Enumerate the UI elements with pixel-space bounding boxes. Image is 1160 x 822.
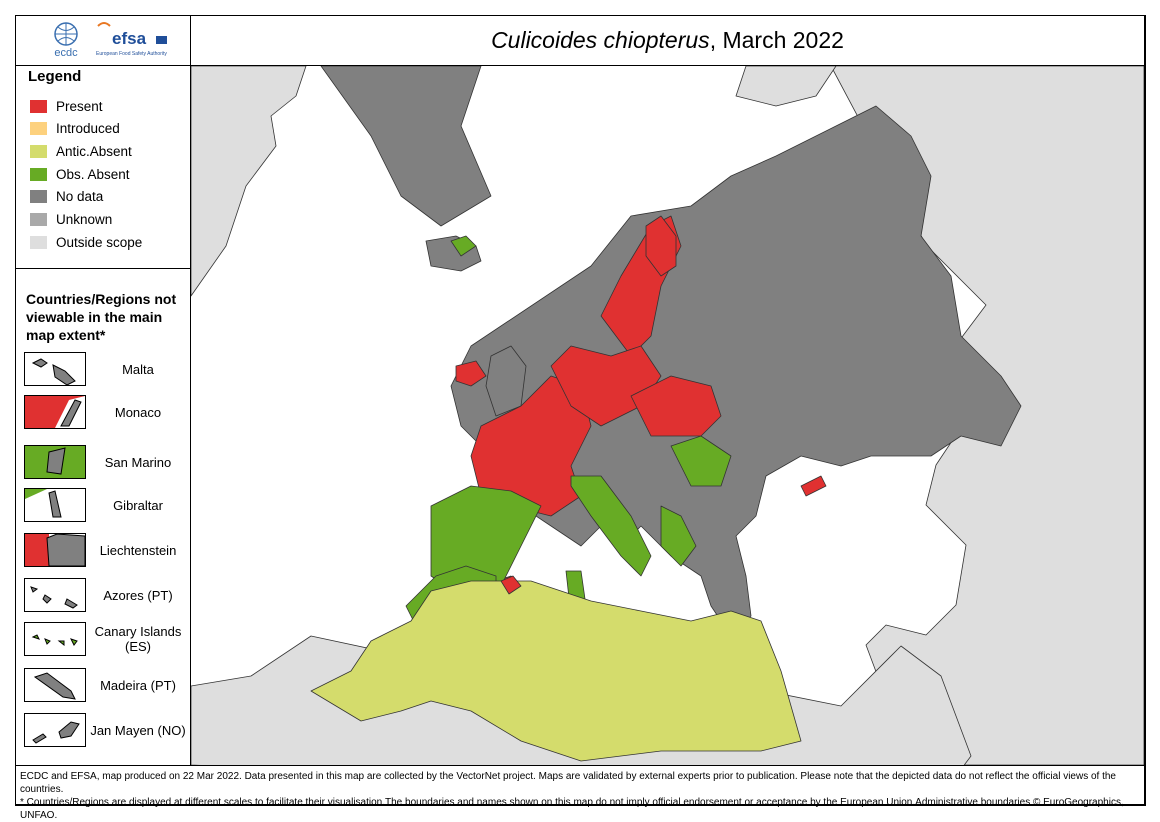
inset-shape	[25, 446, 85, 478]
legend-item: Obs. Absent	[30, 166, 130, 182]
legend-item: Antic.Absent	[30, 143, 132, 159]
inset-box	[24, 352, 86, 386]
map-box	[190, 65, 1145, 766]
legend-item: No data	[30, 189, 103, 205]
legend-label: Present	[56, 98, 103, 114]
efsa-logo: efsa European Food Safety Authority	[96, 22, 167, 57]
footer: ECDC and EFSA, map produced on 22 Mar 20…	[20, 770, 1140, 822]
present-land	[455, 215, 827, 597]
logos: ecdc efsa European Food Safety Authority	[54, 22, 167, 59]
legend-swatch	[30, 122, 47, 136]
legend-label: Introduced	[56, 121, 120, 137]
present-patch	[500, 575, 522, 595]
map	[191, 66, 1144, 765]
inset-box	[24, 445, 86, 479]
legend-item: Present	[30, 98, 103, 114]
inset-label: Madeira (PT)	[100, 677, 176, 693]
legend-swatch	[30, 213, 47, 226]
legend-swatch	[30, 235, 47, 249]
legend-item: Unknown	[30, 212, 112, 228]
inset-shape	[31, 634, 78, 647]
inset-shape	[30, 586, 78, 609]
inset-label: Monaco	[114, 404, 162, 420]
efsa-text: efsa	[112, 29, 147, 48]
footer-box	[15, 765, 1145, 805]
inset-label: Malta	[122, 361, 154, 377]
efsa-subtext: European Food Safety Authority	[96, 51, 167, 57]
inset-shape	[25, 489, 62, 518]
legend-label: Antic.Absent	[56, 143, 132, 159]
title-species: Culicoides chiopterus	[491, 26, 710, 53]
legend-label: Obs. Absent	[56, 166, 130, 182]
legend-swatch	[30, 144, 47, 158]
inset-label: Gibraltar	[113, 497, 163, 513]
footer-line: * Countries/Regions are displayed at dif…	[20, 797, 1124, 821]
legend-label: No data	[56, 189, 104, 205]
inset-box	[24, 668, 86, 702]
title-rest: , March 2022	[709, 26, 844, 53]
legend-swatch	[30, 99, 47, 113]
inset-box	[24, 395, 86, 429]
legend-item: Introduced	[30, 121, 120, 137]
inset-label: Azores (PT)	[103, 587, 173, 603]
inset-shape	[33, 672, 76, 700]
inset-shape	[25, 396, 85, 428]
antic-absent-land	[310, 580, 802, 762]
logo-box: ecdc efsa European Food Safety Authority	[15, 15, 191, 66]
legend-label: Unknown	[56, 212, 113, 227]
inset-shape	[25, 533, 86, 567]
ecdc-logo: ecdc	[54, 22, 78, 59]
footer-line: ECDC and EFSA, map produced on 22 Mar 20…	[20, 771, 1116, 795]
inset-label: Jan Mayen (NO)	[90, 722, 186, 738]
inset-box	[24, 578, 86, 612]
legend-swatch	[30, 190, 47, 204]
inset-shape	[31, 358, 76, 386]
ecdc-text: ecdc	[54, 47, 78, 59]
legend-label: Outside scope	[56, 234, 143, 250]
title: Culicoides chiopterus, March 2022	[191, 16, 1144, 64]
inset-label: San Marino	[104, 454, 172, 470]
inset-label: Liechtenstein	[99, 542, 177, 558]
legend-item: Outside scope	[30, 234, 142, 250]
legend-title: Legend	[28, 68, 82, 85]
inset-box	[24, 533, 86, 567]
inset-title: Countries/Regions not viewable in the ma…	[26, 291, 177, 343]
legend-swatch	[30, 167, 47, 181]
inset-box	[24, 622, 86, 656]
inset-label: Canary Islands (ES)	[94, 624, 182, 654]
inset-shape	[32, 721, 80, 744]
inset-box	[24, 713, 86, 747]
inset-box	[24, 488, 86, 522]
